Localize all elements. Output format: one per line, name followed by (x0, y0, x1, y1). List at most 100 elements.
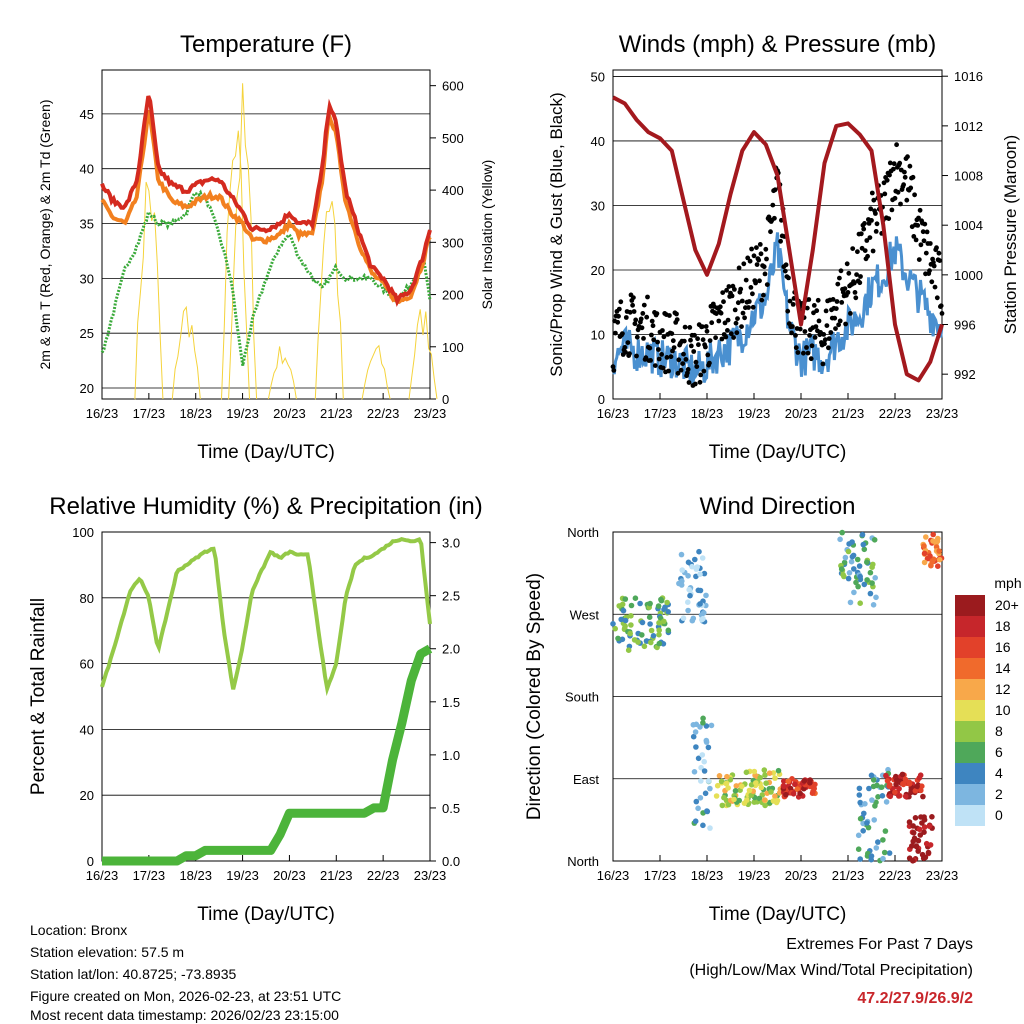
gust-point (697, 379, 703, 385)
gust-point (644, 314, 650, 320)
gust-point (814, 308, 820, 314)
direction-point (857, 600, 863, 606)
gust-point (867, 235, 873, 241)
gust-point (732, 287, 737, 292)
direction-point (687, 592, 693, 599)
gust-point (824, 323, 830, 328)
direction-point (628, 602, 635, 609)
direction-point (628, 622, 634, 628)
gust-point (707, 338, 713, 343)
gust-point (703, 324, 709, 329)
gust-point (908, 185, 914, 191)
gust-point (721, 299, 726, 305)
panel-humidity: Relative Humidity (%) & Precipitation (i… (28, 493, 483, 925)
gust-point (641, 302, 647, 308)
gust-point (704, 328, 710, 334)
gust-point (869, 218, 874, 223)
gust-point (901, 182, 906, 188)
direction-point (906, 781, 913, 787)
gust-point (735, 316, 740, 321)
direction-point (785, 778, 791, 785)
direction-point (934, 538, 941, 545)
gust-point (797, 326, 803, 332)
direction-point (840, 571, 846, 578)
direction-point (857, 856, 863, 862)
direction-xtick-label: 23/23 (926, 868, 959, 883)
temperature-ytick-right-label: 300 (442, 235, 464, 250)
direction-point (860, 541, 867, 548)
gust-point (654, 311, 660, 316)
gust-point (627, 309, 633, 315)
extremes-values: 47.2/27.9/26.9/2 (857, 990, 973, 1007)
direction-point (908, 789, 914, 796)
gust-point (782, 268, 788, 274)
direction-point (910, 838, 916, 845)
direction-point (899, 771, 906, 778)
gust-point (664, 355, 670, 360)
direction-point (807, 780, 813, 786)
gust-point (826, 336, 832, 341)
gust-point (835, 281, 841, 287)
direction-points (610, 529, 945, 864)
direction-point (900, 781, 906, 787)
direction-tick-label: North (567, 854, 599, 869)
direction-point (618, 616, 624, 623)
direction-point (693, 566, 700, 572)
gust-point (688, 337, 693, 343)
direction-point (707, 785, 713, 792)
direction-point (864, 577, 870, 583)
legend-swatch (955, 763, 985, 784)
direction-point (627, 630, 633, 637)
solar-insolation-spike (361, 344, 391, 400)
direction-point (921, 824, 928, 830)
direction-point (912, 788, 919, 794)
gust-point (645, 294, 650, 300)
gust-point (716, 318, 722, 324)
temperature-ytick-right-label: 400 (442, 183, 464, 198)
gust-point (666, 368, 671, 374)
temperature-9m-line (100, 109, 432, 304)
direction-point (915, 837, 922, 844)
gust-point (683, 357, 689, 362)
direction-point (770, 798, 777, 804)
humidity-xtick-label: 20/23 (273, 868, 306, 883)
gust-point (667, 313, 672, 318)
direction-point (761, 797, 768, 803)
gust-point (790, 324, 795, 329)
solar-insolation-spike (267, 346, 297, 400)
direction-point (697, 795, 704, 801)
gust-point (631, 309, 637, 314)
direction-point (639, 632, 645, 638)
direction-point (922, 854, 929, 861)
direction-point (930, 538, 936, 544)
temperature-ytick-right-label: 0 (442, 392, 449, 407)
direction-point (855, 832, 862, 839)
direction-point (861, 581, 868, 588)
winds-title: Winds (mph) & Pressure (mb) (619, 31, 936, 58)
gust-point (761, 264, 767, 270)
temperature-xtick-label: 22/23 (367, 406, 400, 421)
gust-point (813, 324, 819, 329)
gust-point (783, 262, 789, 268)
gust-point (731, 335, 736, 340)
winds-ytick-right-label: 1016 (954, 69, 983, 84)
gust-point (805, 350, 811, 356)
direction-point (870, 602, 877, 608)
gust-point (618, 299, 624, 305)
direction-point (646, 614, 653, 620)
direction-point (812, 781, 818, 788)
gust-point (763, 246, 769, 252)
humidity-ytick-right-label: 0.0 (442, 854, 460, 869)
sustained-wind-line (611, 232, 944, 384)
direction-point (631, 637, 638, 643)
direction-point (921, 543, 927, 549)
gust-point (854, 272, 859, 277)
direction-point (929, 814, 935, 820)
legend-swatch (955, 805, 985, 826)
direction-point (868, 856, 874, 863)
temperature-ytick-label: 30 (80, 271, 94, 286)
gust-point (753, 280, 758, 286)
gust-point (787, 298, 793, 304)
gust-point (807, 333, 812, 338)
humidity-ytick-label: 60 (80, 657, 94, 672)
